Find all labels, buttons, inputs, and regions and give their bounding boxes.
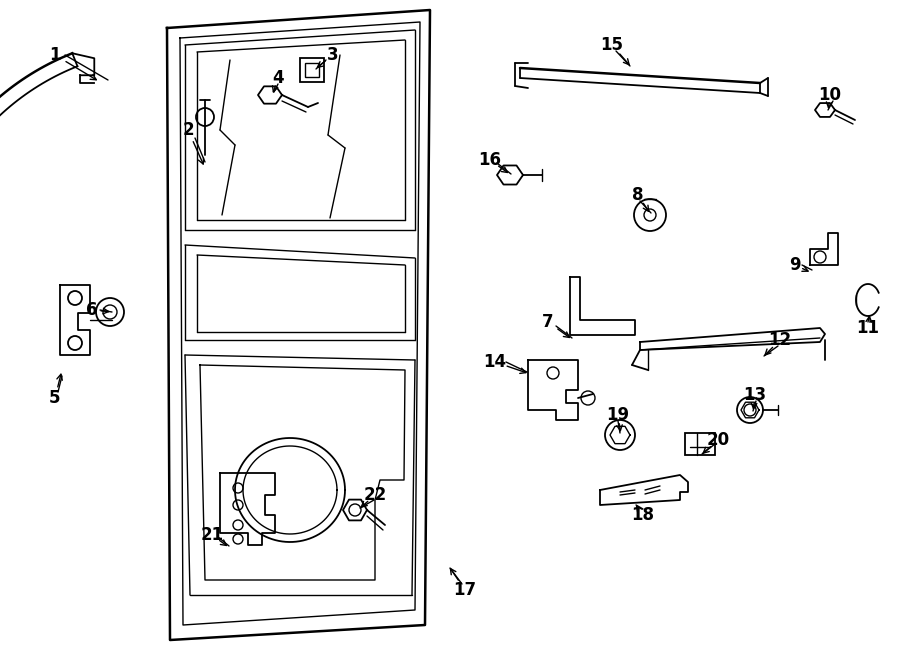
Text: 20: 20	[706, 431, 730, 449]
Text: 18: 18	[632, 506, 654, 524]
Text: 15: 15	[600, 36, 624, 54]
Text: 17: 17	[454, 581, 477, 599]
Text: 13: 13	[743, 386, 767, 404]
Text: 19: 19	[607, 406, 630, 424]
Text: 6: 6	[86, 301, 98, 319]
Text: 8: 8	[632, 186, 644, 204]
Text: 7: 7	[542, 313, 554, 331]
Text: 2: 2	[182, 121, 194, 139]
Text: 22: 22	[364, 486, 387, 504]
Text: 4: 4	[272, 69, 284, 87]
Text: 11: 11	[857, 319, 879, 337]
Text: 21: 21	[201, 526, 223, 544]
Text: 3: 3	[328, 46, 338, 64]
Text: 1: 1	[50, 46, 61, 64]
Text: 14: 14	[483, 353, 507, 371]
Text: 5: 5	[50, 389, 61, 407]
Text: 16: 16	[479, 151, 501, 169]
Text: 9: 9	[789, 256, 801, 274]
Text: 12: 12	[769, 331, 792, 349]
Text: 10: 10	[818, 86, 842, 104]
